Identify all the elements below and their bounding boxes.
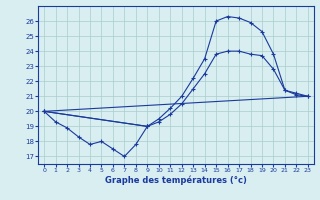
X-axis label: Graphe des températures (°c): Graphe des températures (°c) — [105, 176, 247, 185]
